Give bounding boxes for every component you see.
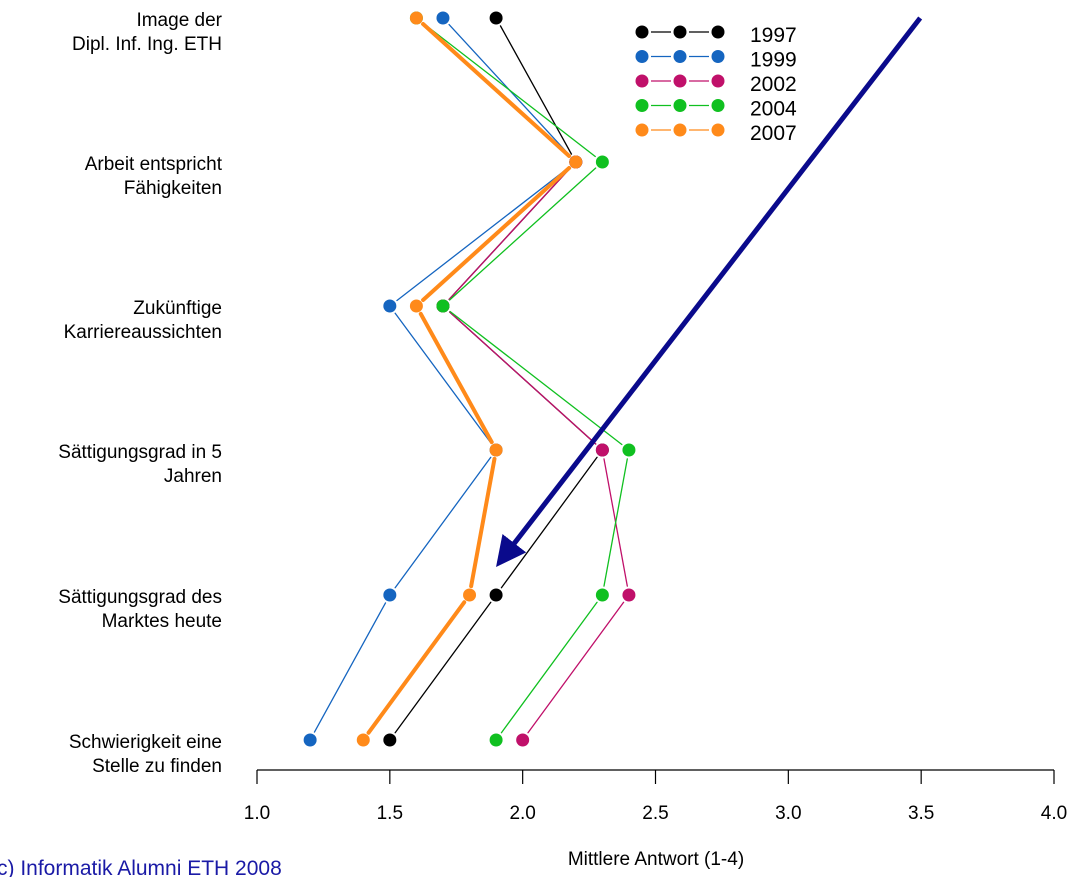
series-line-1997 xyxy=(499,25,573,155)
data-point-1999 xyxy=(383,299,397,313)
copyright-text: (c) Informatik Alumni ETH 2008 xyxy=(0,857,282,877)
x-tick-label: 3.5 xyxy=(908,803,934,824)
legend-marker xyxy=(673,123,687,137)
series-line-2007 xyxy=(421,166,572,302)
series-line-1999 xyxy=(394,456,492,589)
legend-label: 2004 xyxy=(750,98,797,121)
series-line-2007 xyxy=(366,600,467,735)
x-axis-title: Mittlere Antwort (1-4) xyxy=(568,849,744,870)
legend-label: 1997 xyxy=(750,24,797,47)
data-point-2004 xyxy=(622,443,636,457)
series-line-1999 xyxy=(396,166,570,302)
category-label: Jahren xyxy=(164,466,222,487)
data-point-2007 xyxy=(409,11,423,25)
series-line-2002 xyxy=(448,167,571,301)
legend-marker xyxy=(635,99,649,112)
legend-marker xyxy=(635,25,649,39)
category-label: Dipl. Inf. Ing. ETH xyxy=(72,34,222,55)
category-label: Karriereaussichten xyxy=(64,322,222,343)
category-label: Arbeit entspricht xyxy=(85,154,223,175)
series-line-2004 xyxy=(448,167,597,301)
legend-marker xyxy=(673,25,687,39)
annotation-arrow-line xyxy=(496,16,923,567)
x-tick-label: 1.0 xyxy=(244,803,270,824)
x-tick-label: 1.5 xyxy=(377,803,403,824)
category-label: Stelle zu finden xyxy=(92,756,222,777)
legend-marker xyxy=(673,50,687,63)
category-labels: Image der Dipl. Inf. Ing. ETH Arbeit entsp… xyxy=(58,10,222,777)
data-point-1997 xyxy=(489,588,503,602)
data-point-2002 xyxy=(595,443,609,457)
legend-marker xyxy=(673,74,687,88)
data-point-1997 xyxy=(489,11,503,25)
series-line-2002 xyxy=(527,601,625,734)
series-line-2007 xyxy=(421,22,572,158)
legend-label: 2002 xyxy=(750,73,797,96)
series-line-1999 xyxy=(313,602,387,733)
data-point-2007 xyxy=(463,588,477,602)
data-point-1999 xyxy=(436,11,450,25)
data-point-2004 xyxy=(436,299,450,313)
legend-marker xyxy=(673,99,687,112)
legend-marker xyxy=(635,123,649,137)
series-line-2004 xyxy=(603,458,628,587)
category-label: Sättigungsgrad des xyxy=(58,587,222,608)
legend-marker xyxy=(711,25,725,39)
series-line-2004 xyxy=(422,22,596,158)
data-point-2007 xyxy=(409,299,423,313)
category-label: Schwierigkeit eine xyxy=(69,732,222,753)
data-point-2004 xyxy=(489,733,503,747)
series-line-2007 xyxy=(418,311,494,445)
series-line-1997 xyxy=(500,456,598,589)
legend-marker xyxy=(711,50,725,63)
category-label: Sättigungsgrad in 5 xyxy=(58,442,222,463)
category-label: Marktes heute xyxy=(102,611,222,632)
x-tick-label: 2.0 xyxy=(509,803,535,824)
data-point-2002 xyxy=(516,733,530,747)
legend-marker xyxy=(711,99,725,112)
data-point-1999 xyxy=(303,733,317,747)
series-line-2007 xyxy=(469,456,497,589)
series-line-2004 xyxy=(500,601,598,734)
x-tick-label: 2.5 xyxy=(642,803,668,824)
series-points xyxy=(303,11,636,747)
series-line-2002 xyxy=(448,311,597,445)
data-point-1999 xyxy=(383,588,397,602)
series-line-1997 xyxy=(394,601,492,734)
legend-label: 2007 xyxy=(750,122,797,145)
data-point-2004 xyxy=(595,155,609,169)
category-label: Image der xyxy=(136,10,222,31)
data-point-2007 xyxy=(489,443,503,457)
x-axis: 1.0 1.5 2.0 2.5 3.0 3.5 4.0 xyxy=(244,769,1067,824)
data-point-2004 xyxy=(595,588,609,602)
legend-marker xyxy=(635,74,649,88)
legend-marker xyxy=(711,123,725,137)
data-point-2007 xyxy=(569,155,583,169)
annotation-arrow xyxy=(496,16,923,567)
series-lines xyxy=(313,22,628,735)
legend-label: 1999 xyxy=(750,49,797,72)
legend-marker xyxy=(711,74,725,88)
series-line-1999 xyxy=(394,312,492,444)
series-line-2004 xyxy=(449,310,623,446)
data-point-2002 xyxy=(622,588,636,602)
x-tick-label: 3.0 xyxy=(775,803,801,824)
category-label: Zukünftige xyxy=(133,298,222,319)
x-tick-label: 4.0 xyxy=(1041,803,1067,824)
category-label: Fähigkeiten xyxy=(124,178,222,199)
legend-marker xyxy=(635,50,649,63)
data-point-1997 xyxy=(383,733,397,747)
data-point-2007 xyxy=(356,733,370,747)
